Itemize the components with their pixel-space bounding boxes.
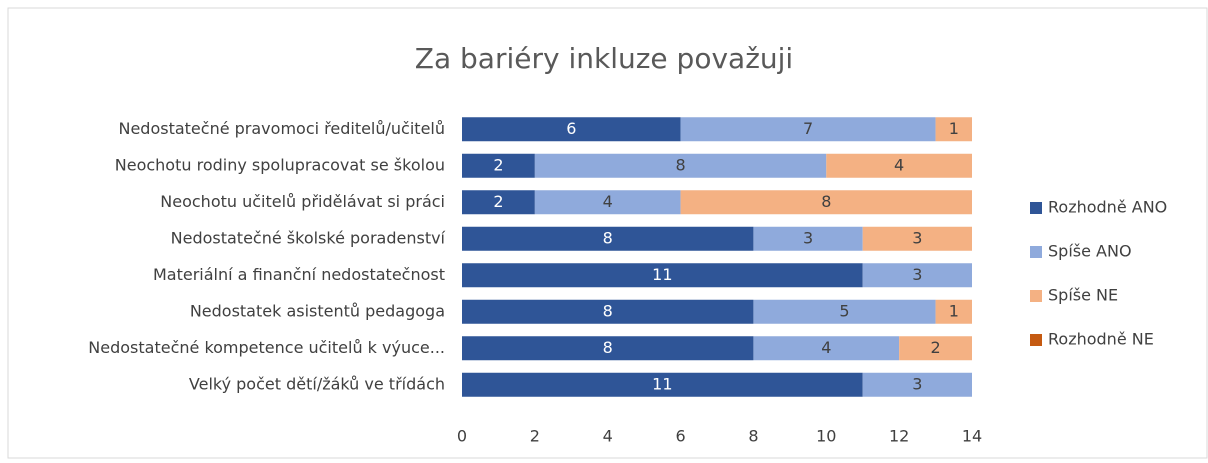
data-label: 8 (603, 338, 613, 357)
data-label: 11 (652, 265, 672, 284)
bar-segment (753, 336, 900, 361)
data-label: 4 (821, 338, 831, 357)
bar-segment (680, 190, 972, 215)
data-label: 5 (839, 301, 849, 320)
bar-segment (935, 117, 972, 142)
x-tick-label: 2 (530, 427, 540, 446)
legend-swatch (1030, 246, 1042, 258)
y-tick-label: Materiální a finanční nedostatečnost (153, 265, 445, 284)
data-label: 8 (603, 301, 613, 320)
y-tick-label: Nedostatečné kompetence učitelů k výuce.… (88, 338, 445, 357)
bar-segment (935, 299, 972, 324)
y-tick-label: Nedostatečné školské poradenství (171, 228, 446, 247)
data-label: 8 (603, 228, 613, 247)
legend-label: Rozhodně ANO (1048, 198, 1167, 217)
data-label: 8 (821, 192, 831, 211)
data-label: 8 (675, 155, 685, 174)
data-label: 3 (912, 265, 922, 284)
x-tick-label: 8 (748, 427, 758, 446)
bar-segment (680, 117, 936, 142)
y-tick-label: Nedostatek asistentů pedagoga (190, 301, 445, 320)
bar-segment (753, 226, 863, 251)
x-tick-label: 14 (962, 427, 982, 446)
data-label: 1 (949, 119, 959, 138)
bar-segment (826, 153, 972, 178)
x-tick-label: 4 (603, 427, 613, 446)
legend-swatch (1030, 334, 1042, 346)
bar-segment (462, 372, 863, 397)
x-tick-label: 6 (675, 427, 685, 446)
data-label: 7 (803, 119, 813, 138)
data-label: 2 (493, 155, 503, 174)
legend-swatch (1030, 290, 1042, 302)
y-tick-label: Velký počet dětí/žáků ve třídách (189, 374, 445, 393)
data-label: 6 (566, 119, 576, 138)
bar-segment (753, 299, 936, 324)
bar-segment (462, 153, 535, 178)
data-label: 4 (894, 155, 904, 174)
data-label: 3 (912, 374, 922, 393)
legend-label: Spíše ANO (1048, 242, 1132, 261)
bar-segment (862, 372, 972, 397)
bar-segment (462, 190, 535, 215)
bar-segment (534, 153, 827, 178)
data-label: 2 (493, 192, 503, 211)
bar-segment (862, 226, 972, 251)
y-tick-label: Nedostatečné pravomoci ředitelů/učitelů (118, 119, 445, 138)
data-label: 4 (603, 192, 613, 211)
data-label: 11 (652, 374, 672, 393)
data-label: 2 (930, 338, 940, 357)
chart-title: Za bariéry inkluze považuji (415, 42, 793, 75)
y-tick-label: Neochotu učitelů přidělávat si práci (160, 192, 445, 211)
bar-segment (462, 336, 754, 361)
bar-segment (462, 226, 754, 251)
x-tick-label: 12 (889, 427, 909, 446)
legend-swatch (1030, 202, 1042, 214)
bar-segment (462, 263, 863, 288)
legend-label: Rozhodně NE (1048, 330, 1154, 349)
x-tick-label: 10 (816, 427, 836, 446)
legend-label: Spíše NE (1048, 286, 1118, 305)
data-label: 3 (803, 228, 813, 247)
bar-segment (534, 190, 681, 215)
bar-segment (462, 299, 754, 324)
x-tick-label: 0 (457, 427, 467, 446)
bar-segment (899, 336, 972, 361)
data-label: 1 (949, 301, 959, 320)
bar-segment (462, 117, 681, 142)
data-label: 3 (912, 228, 922, 247)
y-tick-label: Neochotu rodiny spolupracovat se školou (115, 155, 445, 174)
bar-segment (862, 263, 972, 288)
